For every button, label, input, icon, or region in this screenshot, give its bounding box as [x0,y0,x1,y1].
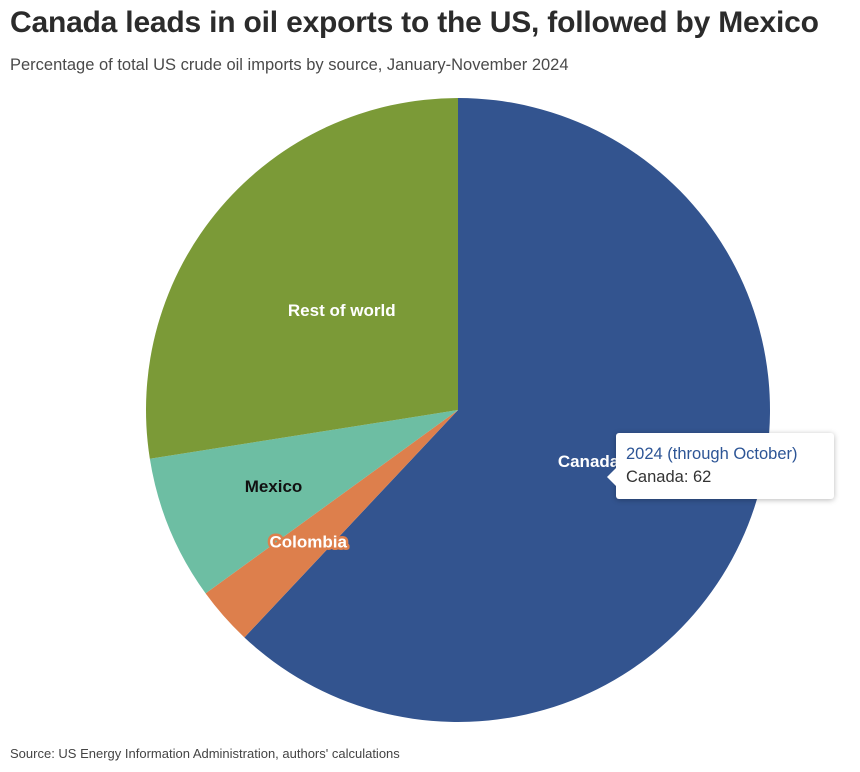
chart-title: Canada leads in oil exports to the US, f… [10,6,819,39]
slice-label-rest-of-world: Rest of world [288,301,396,320]
slice-label-mexico: Mexico [245,477,303,496]
pie-slice-colombia[interactable] [205,410,458,638]
slice-label-colombia: Colombia [269,533,347,552]
pie-slice-canada[interactable] [244,98,770,723]
slice-label-canada: Canada [558,452,620,471]
pie-slice-rest-of-world[interactable] [145,98,458,459]
tooltip-value: 62 [692,468,712,486]
tooltip-body: Canada: 62 [626,468,712,486]
chart-tooltip: 2024 (through October) Canada: 62 [607,433,834,499]
pie-slice-mexico[interactable] [149,410,458,594]
chart-subtitle: Percentage of total US crude oil imports… [10,56,569,74]
source-note: Source: US Energy Information Administra… [10,746,400,761]
tooltip-arrow [607,468,616,486]
tooltip-title: 2024 (through October) [626,445,798,463]
tooltip-series: Canada [626,468,684,486]
pie-chart[interactable]: Canada Colombia Mexico Rest of world [0,0,860,740]
